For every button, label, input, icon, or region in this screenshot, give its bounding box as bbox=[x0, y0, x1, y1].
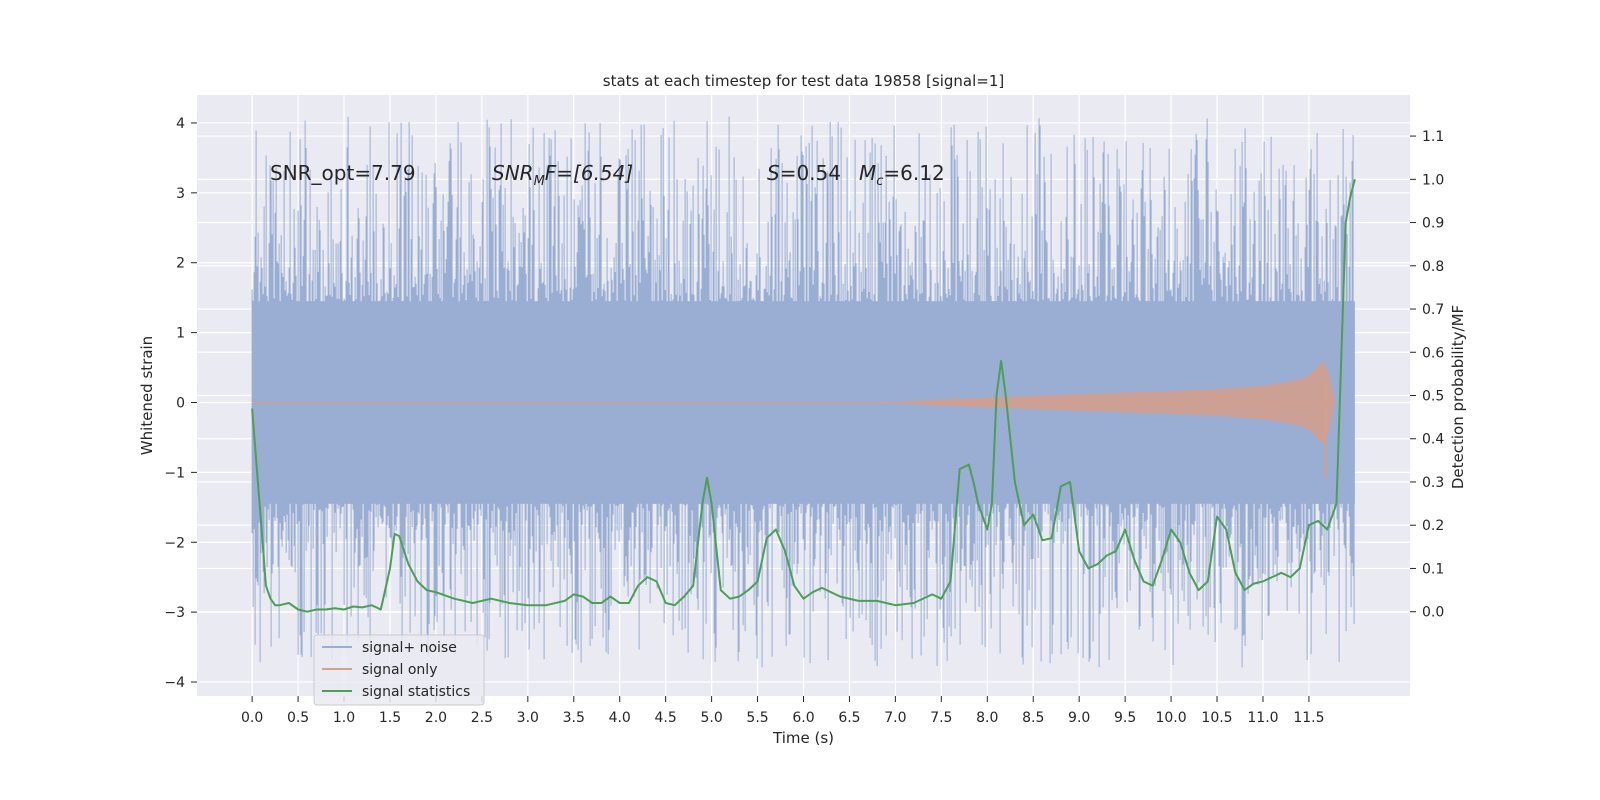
x-tick-label: 9.0 bbox=[1068, 710, 1090, 726]
y2-tick-label: 1.0 bbox=[1422, 172, 1444, 188]
chart-title: stats at each timestep for test data 198… bbox=[603, 72, 1004, 90]
statistics-line bbox=[251, 179, 1356, 613]
legend-label-signal-statistics: signal statistics bbox=[362, 684, 470, 700]
y-tick-label: −4 bbox=[164, 675, 185, 691]
x-tick-label: 7.5 bbox=[930, 710, 952, 726]
x-tick-label: 2.5 bbox=[471, 710, 493, 726]
annotation-mc: Mc=6.12 bbox=[859, 161, 945, 189]
x-tick-label: 0.0 bbox=[241, 710, 263, 726]
y-axis-label: Whitened strain bbox=[138, 336, 156, 455]
legend-box bbox=[313, 634, 485, 706]
x-tick-label: 5.5 bbox=[746, 710, 768, 726]
annotation-snr-mf-rest: F=[6.54] bbox=[545, 161, 633, 185]
x-tick-label: 10.0 bbox=[1155, 710, 1186, 726]
x-tick-label: 8.5 bbox=[1022, 710, 1044, 726]
annotation-mc-main: M bbox=[859, 161, 876, 185]
x-tick-label: 9.5 bbox=[1114, 710, 1136, 726]
y-tick-label: −2 bbox=[164, 535, 185, 551]
x-tick-label: 0.5 bbox=[287, 710, 309, 726]
x-tick-label: 4.0 bbox=[609, 710, 631, 726]
x-tick-label: 4.5 bbox=[655, 710, 677, 726]
y2-tick-label: 0.1 bbox=[1422, 561, 1444, 577]
x-axis-ticks: 0.0 0.5 1.0 1.5 2.0 2.5 3.0 3.5 4.0 4.5 5.0 5.5 6.0 6… bbox=[241, 696, 1325, 726]
x-tick-label: 5.0 bbox=[700, 710, 722, 726]
annotation-s-main: S bbox=[767, 161, 780, 185]
y-tick-label: −1 bbox=[164, 465, 185, 481]
annotation-snr-mf-main: SNR bbox=[492, 161, 534, 185]
y2-tick-label: 0.2 bbox=[1422, 518, 1444, 534]
x-tick-label: 6.0 bbox=[792, 710, 814, 726]
signal-only-series bbox=[252, 360, 1335, 478]
x-tick-label: 2.0 bbox=[425, 710, 447, 726]
y-tick-label: −3 bbox=[164, 605, 185, 621]
y2-tick-label: 0.5 bbox=[1422, 389, 1444, 405]
x-tick-label: 3.0 bbox=[517, 710, 539, 726]
x-tick-label: 1.0 bbox=[333, 710, 355, 726]
annotation-mc-value: =6.12 bbox=[883, 161, 944, 185]
annotation-snr-mf: SNRMF=[6.54] bbox=[492, 161, 633, 189]
y2-tick-label: 1.1 bbox=[1422, 129, 1444, 145]
y-tick-label: 3 bbox=[176, 186, 185, 202]
annotation-mc-sub: c bbox=[876, 174, 883, 189]
y-tick-label: 2 bbox=[176, 256, 185, 272]
y2-axis-label: Detection probability/MF bbox=[1449, 305, 1467, 489]
y2-tick-label: 0.4 bbox=[1422, 432, 1444, 448]
annotation-s-value: =0.54 bbox=[780, 161, 841, 185]
x-tick-label: 11.0 bbox=[1247, 710, 1278, 726]
annotation-snr-opt: SNR_opt=7.79 bbox=[270, 161, 416, 185]
annotation-s: S=0.54 bbox=[767, 161, 841, 185]
y-tick-label: 0 bbox=[176, 395, 185, 411]
y-tick-label: 1 bbox=[176, 326, 185, 342]
y2-tick-label: 0.9 bbox=[1422, 216, 1444, 232]
legend: signal+ noise signal only signal statist… bbox=[313, 634, 485, 706]
x-tick-label: 11.5 bbox=[1293, 710, 1324, 726]
annotation-snr-mf-sub: M bbox=[534, 174, 545, 189]
y2-axis-ticks: 1.1 1.0 0.9 0.8 0.7 0.6 0.5 0.4 0.3 0.2 0.1 0.0 bbox=[1410, 129, 1444, 621]
signal-statistics-series bbox=[251, 179, 1356, 613]
x-tick-label: 10.5 bbox=[1201, 710, 1232, 726]
y-tick-label: 4 bbox=[176, 116, 185, 132]
x-tick-label: 8.0 bbox=[976, 710, 998, 726]
x-tick-label: 3.5 bbox=[563, 710, 585, 726]
x-tick-label: 6.5 bbox=[838, 710, 860, 726]
x-axis-label: Time (s) bbox=[772, 729, 834, 747]
legend-label-signal-noise: signal+ noise bbox=[362, 640, 457, 656]
y2-tick-label: 0.0 bbox=[1422, 605, 1444, 621]
y2-tick-label: 0.6 bbox=[1422, 345, 1444, 361]
x-tick-label: 1.5 bbox=[379, 710, 401, 726]
y2-tick-label: 0.8 bbox=[1422, 259, 1444, 275]
y-axis-ticks: 4 3 2 1 0 −1 −2 −3 −4 bbox=[164, 116, 197, 691]
y2-tick-label: 0.7 bbox=[1422, 302, 1444, 318]
y2-tick-label: 0.3 bbox=[1422, 475, 1444, 491]
legend-label-signal-only: signal only bbox=[362, 662, 437, 678]
x-tick-label: 7.0 bbox=[884, 710, 906, 726]
